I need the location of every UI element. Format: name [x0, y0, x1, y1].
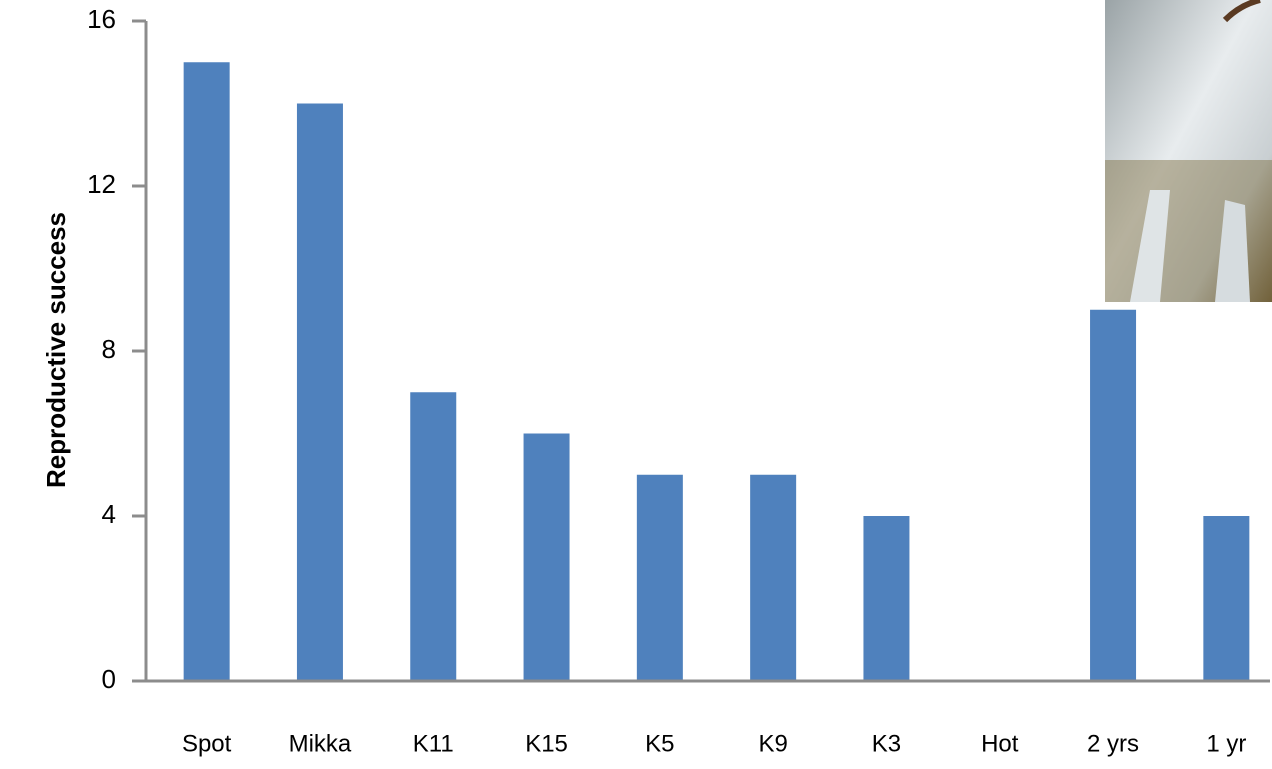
x-tick-label: K9 [758, 730, 787, 757]
y-tick-label: 16 [87, 4, 116, 34]
x-tick-label: K3 [872, 730, 901, 757]
x-tick-label: K15 [525, 730, 568, 757]
x-tick-label: Hot [981, 730, 1019, 757]
bar [750, 474, 797, 681]
y-tick-label: 4 [102, 499, 116, 529]
y-tick-label: 0 [102, 664, 116, 694]
x-tick-label: 1 yr [1206, 730, 1246, 757]
photo [1105, 0, 1272, 302]
y-tick-label: 12 [87, 169, 116, 199]
bar [183, 62, 230, 681]
x-tick-label: K11 [413, 730, 454, 757]
x-tick-label: 2 yrs [1087, 730, 1139, 757]
bar [863, 516, 910, 681]
bar [1090, 309, 1137, 681]
x-tick-label: K5 [645, 730, 674, 757]
bar [296, 103, 343, 681]
x-tick-label: Mikka [289, 730, 352, 757]
bar [410, 392, 457, 681]
y-axis-label: Reproductive success [41, 212, 71, 488]
y-tick-label: 8 [102, 334, 116, 364]
bar [523, 433, 570, 681]
bar [1203, 516, 1250, 681]
x-tick-label: Spot [182, 730, 232, 757]
bar [636, 474, 683, 681]
